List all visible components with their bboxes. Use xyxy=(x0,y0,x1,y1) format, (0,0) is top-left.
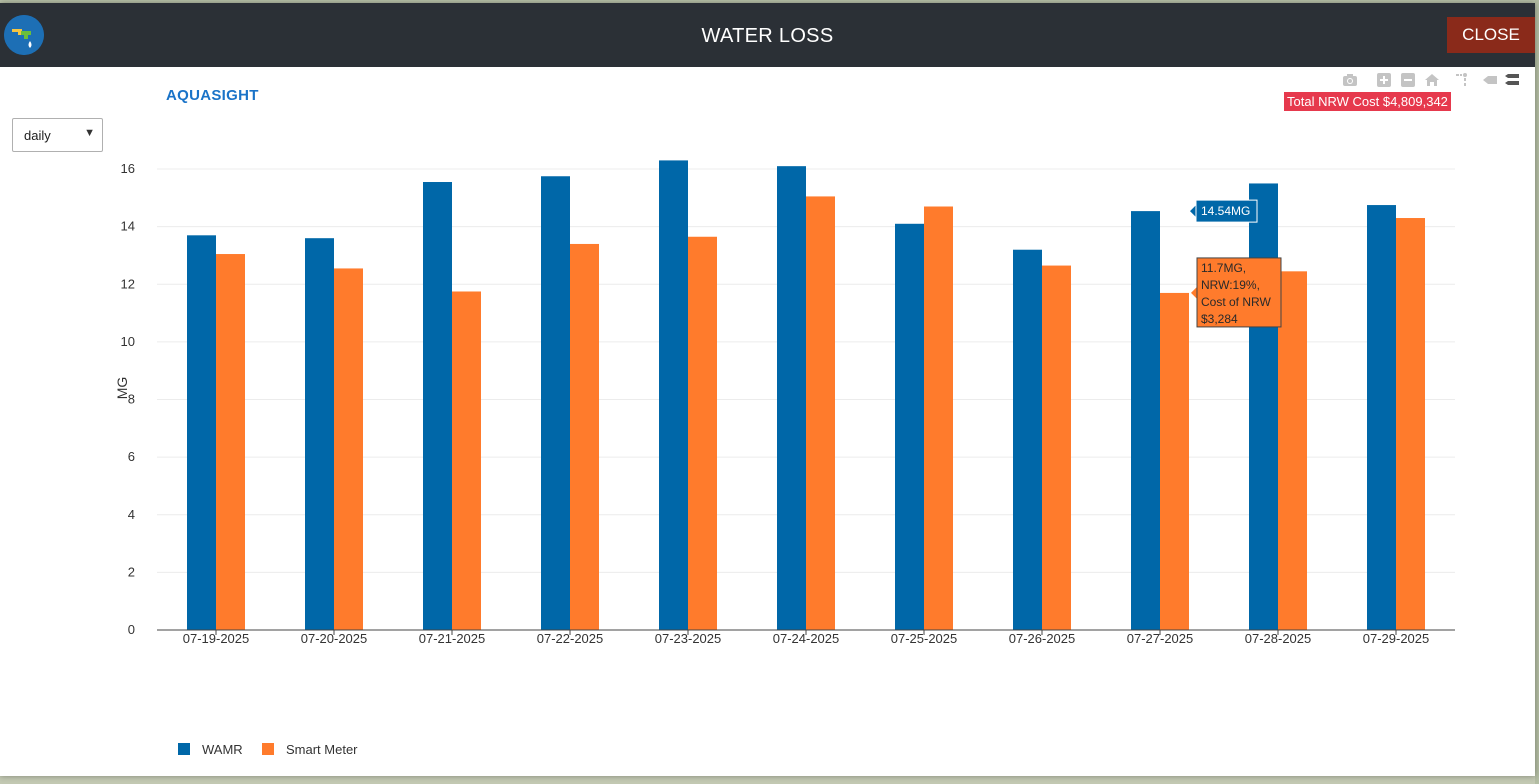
y-axis-title: MG xyxy=(114,377,130,400)
bar-smart-meter[interactable] xyxy=(334,268,363,630)
close-button[interactable]: CLOSE xyxy=(1447,17,1535,53)
bar-wamr[interactable] xyxy=(423,182,452,630)
zoom-in-icon[interactable] xyxy=(1376,72,1392,88)
x-tick-label: 07-25-2025 xyxy=(891,631,958,646)
x-tick-label: 07-22-2025 xyxy=(537,631,604,646)
y-tick-label: 16 xyxy=(121,161,135,176)
tooltip-wamr-text: 14.54MG xyxy=(1201,204,1250,218)
tooltip-smart-meter-text: 11.7MG, xyxy=(1201,261,1246,275)
total-nrw-cost-badge: Total NRW Cost $4,809,342 xyxy=(1284,92,1451,111)
period-select-value: daily xyxy=(24,128,51,143)
tooltip-smart-meter-box xyxy=(1196,257,1282,328)
home-icon[interactable] xyxy=(1424,72,1440,88)
spike-lines-icon[interactable] xyxy=(1454,72,1470,88)
bar-smart-meter[interactable] xyxy=(1160,292,1189,630)
modal-title: WATER LOSS xyxy=(701,25,834,47)
app-logo-icon xyxy=(4,15,44,55)
map-background-bottom xyxy=(0,774,1539,784)
bar-smart-meter[interactable] xyxy=(1042,265,1071,630)
bar-wamr[interactable] xyxy=(1249,183,1278,630)
hover-compare-icon[interactable] xyxy=(1504,72,1520,88)
x-tick-label: 07-29-2025 xyxy=(1363,631,1430,646)
bar-wamr[interactable] xyxy=(1131,211,1160,630)
bar-wamr[interactable] xyxy=(541,176,570,630)
x-tick-label: 07-19-2025 xyxy=(183,631,250,646)
legend-item-wamr[interactable]: WAMR xyxy=(178,742,243,757)
bar-wamr[interactable] xyxy=(777,166,806,630)
tooltip-smart-meter-text: NRW:19%, xyxy=(1201,278,1260,292)
map-background-top xyxy=(0,0,1539,4)
y-tick-label: 4 xyxy=(128,507,135,522)
y-tick-label: 0 xyxy=(128,622,135,637)
bar-smart-meter[interactable] xyxy=(806,196,835,630)
bar-wamr[interactable] xyxy=(659,160,688,630)
bar-smart-meter[interactable] xyxy=(924,206,953,631)
bar-wamr[interactable] xyxy=(1367,205,1396,631)
y-tick-label: 2 xyxy=(128,564,135,579)
tooltip-wamr-box xyxy=(1195,199,1258,223)
y-tick-label: 12 xyxy=(121,276,135,291)
x-tick-label: 07-20-2025 xyxy=(301,631,368,646)
tooltip-smart-meter-pointer xyxy=(1191,286,1197,299)
bar-wamr[interactable] xyxy=(305,238,334,630)
x-tick-label: 07-23-2025 xyxy=(655,631,722,646)
bar-smart-meter[interactable] xyxy=(688,236,717,630)
bar-smart-meter[interactable] xyxy=(1396,218,1425,630)
y-tick-label: 8 xyxy=(128,392,135,407)
x-tick-label: 07-21-2025 xyxy=(419,631,486,646)
y-tick-label: 6 xyxy=(128,449,135,464)
bar-wamr[interactable] xyxy=(1013,249,1042,630)
chevron-down-icon: ▼ xyxy=(84,127,95,139)
bar-wamr[interactable] xyxy=(895,223,924,631)
legend-label-wamr: WAMR xyxy=(202,742,243,757)
period-select[interactable]: daily ▼ xyxy=(12,118,103,152)
bar-smart-meter[interactable] xyxy=(452,291,481,630)
bar-smart-meter[interactable] xyxy=(216,254,245,631)
zoom-out-icon[interactable] xyxy=(1400,72,1416,88)
tooltip-wamr-pointer xyxy=(1190,205,1196,218)
bar-smart-meter[interactable] xyxy=(570,243,599,630)
x-tick-label: 07-24-2025 xyxy=(773,631,840,646)
legend-label-smart-meter: Smart Meter xyxy=(286,742,358,757)
x-tick-label: 07-26-2025 xyxy=(1009,631,1076,646)
map-background-right xyxy=(1535,0,1539,784)
x-tick-label: 07-27-2025 xyxy=(1127,631,1194,646)
x-tick-label: 07-28-2025 xyxy=(1245,631,1312,646)
tooltip-smart-meter-text: Cost of NRW xyxy=(1201,295,1271,309)
camera-icon[interactable] xyxy=(1342,72,1358,88)
brand-label: AQUASIGHT xyxy=(166,87,259,104)
bar-smart-meter[interactable] xyxy=(1278,271,1307,630)
hover-closest-icon[interactable] xyxy=(1482,72,1498,88)
legend-swatch-wamr xyxy=(178,743,190,755)
y-tick-label: 10 xyxy=(121,334,135,349)
tooltip-smart-meter-text: $3,284 xyxy=(1201,312,1238,326)
bar-wamr[interactable] xyxy=(187,235,216,631)
y-tick-label: 14 xyxy=(121,219,135,234)
legend-item-smart-meter[interactable]: Smart Meter xyxy=(262,742,358,757)
legend-swatch-smart-meter xyxy=(262,743,274,755)
modal-header: WATER LOSS CLOSE xyxy=(0,3,1535,67)
